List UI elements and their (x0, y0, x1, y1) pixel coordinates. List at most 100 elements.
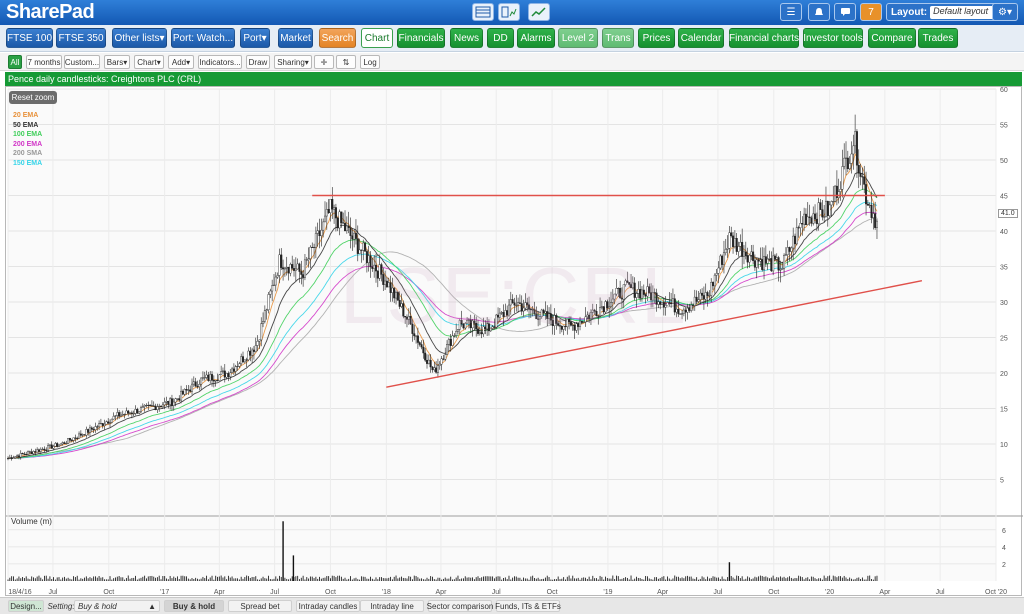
candle-body (203, 377, 206, 379)
chart-panel[interactable]: 5 10 15 20 25 30 35 40 45 50 55 60 2 4 6 18/4/16 Jul Oct '… (5, 86, 1023, 597)
toolbar-button-11[interactable]: Log (360, 55, 380, 69)
nav-button-15[interactable]: Calendar (678, 28, 724, 48)
nav-button-1[interactable]: FTSE 350 (56, 28, 106, 48)
bell-icon[interactable] (808, 3, 830, 21)
layout-selector[interactable]: Layout: Default layout ▾ (886, 3, 1015, 21)
nav-button-6[interactable]: Search (319, 28, 356, 48)
toolbar-button-6[interactable]: Indicators... (198, 55, 242, 69)
toolbar-button-0[interactable]: All (8, 55, 22, 69)
nav-button-7[interactable]: Chart (361, 28, 393, 48)
candle-body (338, 211, 341, 229)
nav-button-16[interactable]: Financial charts (729, 28, 799, 48)
layout-dropdown[interactable]: Default layout (930, 5, 1003, 19)
nav-button-4[interactable]: Port▾ (240, 28, 270, 48)
toolbar-button-3[interactable]: Bars▾ (104, 55, 130, 69)
bottom-tab[interactable]: Funds, ITs & ETFs (495, 600, 561, 612)
notification-badge[interactable]: 7 (860, 3, 882, 21)
toolbar-button-7[interactable]: Draw (246, 55, 270, 69)
candle-body (194, 381, 197, 387)
candle-body (786, 247, 789, 255)
candle-body (717, 267, 720, 274)
candle-body (96, 426, 99, 428)
bottom-tab[interactable]: Buy & hold (164, 600, 224, 612)
price-chart[interactable]: 5 10 15 20 25 30 35 40 45 50 55 60 2 4 6 18/4/16 Jul Oct '… (6, 87, 1023, 597)
candle-body (16, 455, 19, 457)
candle-body (8, 457, 11, 459)
candle-body (551, 319, 554, 326)
candle-body (779, 269, 782, 271)
nav-button-18[interactable]: Compare (868, 28, 916, 48)
reset-zoom-button[interactable]: Reset zoom (9, 91, 57, 104)
setting-dropdown[interactable]: Buy & hold ▲ (74, 600, 160, 612)
toolbar-button-10[interactable]: ⇅ (336, 55, 356, 69)
candle-body (349, 227, 352, 236)
bottom-tab[interactable]: Intraday line (360, 600, 424, 612)
candle-body (708, 295, 711, 297)
bottom-tab[interactable]: Intraday candles (296, 600, 360, 612)
nav-button-9[interactable]: News (450, 28, 483, 48)
legend-item: 200 SMA (13, 150, 43, 157)
setting-value: Buy & hold (78, 601, 117, 611)
candle-body (407, 316, 410, 320)
nav-button-8[interactable]: Financials (397, 28, 445, 48)
candle-body (699, 292, 702, 300)
candle-body (123, 414, 126, 416)
candle-body (27, 451, 30, 455)
nav-button-17[interactable]: Investor tools (803, 28, 863, 48)
nav-button-12[interactable]: Level 2 (558, 28, 598, 48)
candle-body (90, 427, 93, 430)
candle-body (103, 423, 106, 426)
x-tick-label: '18 (382, 589, 391, 596)
nav-button-14[interactable]: Prices (638, 28, 675, 48)
nav-button-13[interactable]: Trans (602, 28, 634, 48)
nav-button-0[interactable]: FTSE 100 (6, 28, 53, 48)
settings-gear-icon[interactable]: ⚙▾ (992, 3, 1018, 21)
candle-body (107, 421, 110, 424)
candle-body (105, 421, 108, 425)
candle-body (850, 153, 853, 164)
nav-button-3[interactable]: Port: Watch... (171, 28, 235, 48)
candle-body (797, 227, 800, 229)
nav-button-5[interactable]: Market (278, 28, 313, 48)
candle-body (835, 185, 838, 198)
candle-body (557, 323, 560, 326)
toolbar-button-9[interactable]: ✛ (314, 55, 334, 69)
toolbar-button-2[interactable]: Custom... (64, 55, 100, 69)
x-tick-label: '20 (825, 589, 834, 596)
candle-body (579, 320, 582, 327)
candle-body (39, 449, 42, 452)
candle-body (582, 321, 585, 323)
candle-body (506, 310, 509, 316)
y-tick-label: 30 (1000, 300, 1008, 307)
nav-button-11[interactable]: Alarms (517, 28, 555, 48)
chart-view-icon[interactable] (528, 3, 550, 21)
split-view-icon[interactable] (498, 3, 520, 21)
candle-body (322, 221, 325, 231)
table-view-icon[interactable] (472, 3, 494, 21)
candle-body (511, 299, 514, 304)
vol-tick-label: 6 (1002, 528, 1006, 535)
candle-body (121, 414, 124, 416)
nav-button-2[interactable]: Other lists▾ (112, 28, 167, 48)
candle-body (642, 289, 645, 295)
toolbar-button-5[interactable]: Add▾ (168, 55, 194, 69)
design-button[interactable]: Design... (8, 600, 44, 612)
toolbar-button-8[interactable]: Sharing▾ (274, 55, 312, 69)
ema-50-line (8, 172, 878, 459)
candle-body (866, 203, 869, 206)
message-icon[interactable] (834, 3, 856, 21)
candle-body (225, 373, 228, 378)
nav-button-10[interactable]: DD (487, 28, 514, 48)
nav-button-19[interactable]: Trades (918, 28, 958, 48)
candle-body (626, 280, 629, 283)
toolbar-button-4[interactable]: Chart▾ (134, 55, 164, 69)
chart-title: Pence daily candlesticks: Creightons PLC… (5, 72, 1022, 86)
toolbar-button-1[interactable]: 7 months (26, 55, 62, 69)
bottom-tab[interactable]: Sector comparison (426, 600, 494, 612)
list-icon[interactable]: ☰ (780, 3, 802, 21)
candle-body (646, 286, 649, 297)
candle-body (156, 406, 159, 410)
candle-body (584, 316, 587, 323)
bottom-tab[interactable]: Spread bet (228, 600, 292, 612)
candle-body (362, 242, 365, 251)
